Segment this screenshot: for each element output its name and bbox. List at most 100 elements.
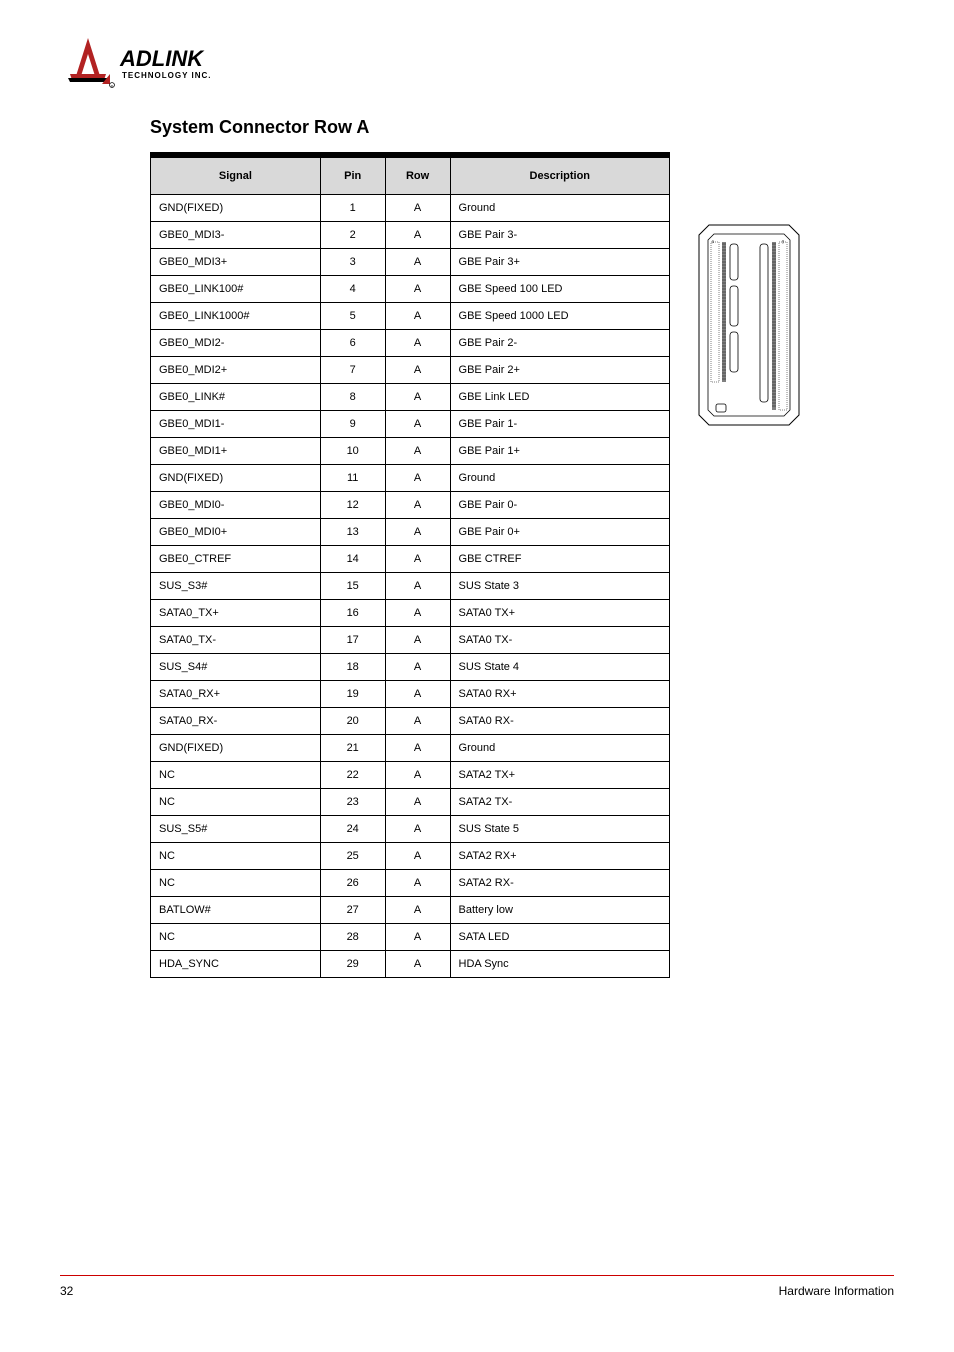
- cell-pin: 29: [320, 951, 385, 978]
- table-row: GBE0_MDI2+7AGBE Pair 2+: [151, 357, 670, 384]
- cell-signal: GBE0_MDI2+: [151, 357, 321, 384]
- cell-signal: NC: [151, 924, 321, 951]
- cell-pin: 9: [320, 411, 385, 438]
- cell-pin: 21: [320, 735, 385, 762]
- table-row: NC26ASATA2 RX-: [151, 870, 670, 897]
- cell-row: A: [385, 411, 450, 438]
- table-row: GBE0_LINK1000#5AGBE Speed 1000 LED: [151, 303, 670, 330]
- cell-row: A: [385, 222, 450, 249]
- cell-description: Ground: [450, 195, 669, 222]
- cell-description: SUS State 5: [450, 816, 669, 843]
- cell-description: SATA2 RX+: [450, 843, 669, 870]
- cell-description: GBE Pair 0+: [450, 519, 669, 546]
- cell-signal: SUS_S5#: [151, 816, 321, 843]
- cell-description: GBE Speed 1000 LED: [450, 303, 669, 330]
- cell-row: A: [385, 627, 450, 654]
- page-number: 32: [60, 1284, 73, 1298]
- cell-pin: 5: [320, 303, 385, 330]
- cell-description: GBE Pair 0-: [450, 492, 669, 519]
- cell-pin: 15: [320, 573, 385, 600]
- cell-pin: 19: [320, 681, 385, 708]
- cell-description: GBE Pair 3+: [450, 249, 669, 276]
- cell-row: A: [385, 492, 450, 519]
- cell-description: SATA2 TX+: [450, 762, 669, 789]
- table-row: GBE0_MDI0+13AGBE Pair 0+: [151, 519, 670, 546]
- table-row: GBE0_MDI2-6AGBE Pair 2-: [151, 330, 670, 357]
- cell-description: SATA LED: [450, 924, 669, 951]
- cell-signal: GBE0_CTREF: [151, 546, 321, 573]
- cell-row: A: [385, 303, 450, 330]
- table-row: BATLOW#27ABattery low: [151, 897, 670, 924]
- cell-pin: 6: [320, 330, 385, 357]
- cell-pin: 25: [320, 843, 385, 870]
- cell-pin: 20: [320, 708, 385, 735]
- cell-signal: GBE0_MDI1+: [151, 438, 321, 465]
- cell-signal: NC: [151, 843, 321, 870]
- cell-signal: SATA0_RX+: [151, 681, 321, 708]
- cell-row: A: [385, 816, 450, 843]
- cell-row: A: [385, 546, 450, 573]
- cell-description: SATA0 RX-: [450, 708, 669, 735]
- footer-title: Hardware Information: [779, 1284, 894, 1298]
- cell-signal: GBE0_MDI0+: [151, 519, 321, 546]
- cell-signal: SATA0_RX-: [151, 708, 321, 735]
- cell-pin: 26: [320, 870, 385, 897]
- cell-description: SATA2 RX-: [450, 870, 669, 897]
- cell-pin: 4: [320, 276, 385, 303]
- cell-pin: 3: [320, 249, 385, 276]
- logo: R ADLINK TECHNOLOGY INC.: [60, 32, 894, 93]
- table-row: GBE0_MDI0-12AGBE Pair 0-: [151, 492, 670, 519]
- table-row: GND(FIXED)1AGround: [151, 195, 670, 222]
- cell-signal: GBE0_MDI3-: [151, 222, 321, 249]
- cell-description: GBE Speed 100 LED: [450, 276, 669, 303]
- cell-pin: 7: [320, 357, 385, 384]
- th-description: Description: [450, 155, 669, 195]
- cell-pin: 10: [320, 438, 385, 465]
- cell-row: A: [385, 762, 450, 789]
- cell-description: SUS State 3: [450, 573, 669, 600]
- cell-row: A: [385, 924, 450, 951]
- cell-signal: NC: [151, 789, 321, 816]
- table-row: GBE0_MDI3+3AGBE Pair 3+: [151, 249, 670, 276]
- cell-row: A: [385, 357, 450, 384]
- cell-description: SATA0 RX+: [450, 681, 669, 708]
- cell-description: SATA0 TX+: [450, 600, 669, 627]
- cell-signal: SUS_S3#: [151, 573, 321, 600]
- table-row: GBE0_MDI1+10AGBE Pair 1+: [151, 438, 670, 465]
- cell-pin: 17: [320, 627, 385, 654]
- section-title: System Connector Row A: [150, 117, 894, 138]
- cell-signal: GBE0_LINK100#: [151, 276, 321, 303]
- svg-text:R: R: [111, 84, 114, 88]
- cell-row: A: [385, 438, 450, 465]
- cell-pin: 28: [320, 924, 385, 951]
- cell-signal: HDA_SYNC: [151, 951, 321, 978]
- cell-row: A: [385, 330, 450, 357]
- table-row: NC28ASATA LED: [151, 924, 670, 951]
- logo-tagline-text: TECHNOLOGY INC.: [122, 71, 212, 80]
- cell-description: SUS State 4: [450, 654, 669, 681]
- svg-text:A1: A1: [711, 240, 715, 244]
- cell-description: GBE Pair 2+: [450, 357, 669, 384]
- cell-pin: 24: [320, 816, 385, 843]
- cell-signal: BATLOW#: [151, 897, 321, 924]
- cell-signal: GND(FIXED): [151, 735, 321, 762]
- table-row: SATA0_RX+19ASATA0 RX+: [151, 681, 670, 708]
- cell-description: GBE Link LED: [450, 384, 669, 411]
- cell-description: GBE Pair 1+: [450, 438, 669, 465]
- cell-row: A: [385, 735, 450, 762]
- cell-pin: 23: [320, 789, 385, 816]
- cell-row: A: [385, 276, 450, 303]
- cell-signal: SUS_S4#: [151, 654, 321, 681]
- footer: 32 Hardware Information: [60, 1275, 894, 1298]
- cell-signal: GND(FIXED): [151, 195, 321, 222]
- table-row: SUS_S4#18ASUS State 4: [151, 654, 670, 681]
- table-row: NC22ASATA2 TX+: [151, 762, 670, 789]
- table-row: GND(FIXED)21AGround: [151, 735, 670, 762]
- cell-pin: 14: [320, 546, 385, 573]
- table-row: GBE0_CTREF14AGBE CTREF: [151, 546, 670, 573]
- cell-description: GBE Pair 1-: [450, 411, 669, 438]
- cell-signal: GND(FIXED): [151, 465, 321, 492]
- cell-signal: GBE0_LINK#: [151, 384, 321, 411]
- svg-text:D1: D1: [781, 240, 785, 244]
- cell-description: GBE Pair 2-: [450, 330, 669, 357]
